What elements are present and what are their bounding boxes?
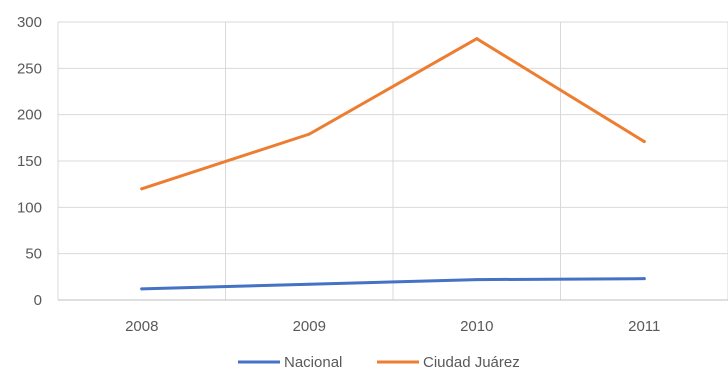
x-tick-label: 2010 — [460, 318, 493, 335]
y-tick-label: 50 — [25, 246, 42, 263]
x-tick-label: 2009 — [293, 318, 326, 335]
y-tick-label: 100 — [17, 199, 42, 216]
series-line-1 — [140, 37, 646, 191]
data-point — [475, 37, 479, 41]
legend-label: Ciudad Juárez — [423, 354, 520, 371]
data-point — [140, 187, 144, 191]
x-axis-ticks: 2008 2009 2010 2011 — [125, 318, 660, 335]
y-axis-ticks: 0 50 100 150 200 250 300 — [17, 14, 42, 309]
x-tick-label: 2011 — [628, 318, 660, 335]
data-point — [307, 132, 311, 136]
series-line-0 — [140, 277, 646, 291]
data-point — [475, 278, 479, 282]
data-point — [140, 287, 144, 291]
y-tick-label: 300 — [17, 14, 42, 31]
y-tick-label: 0 — [34, 292, 42, 309]
y-tick-label: 200 — [17, 107, 42, 124]
data-point — [642, 140, 646, 144]
legend-label: Nacional — [284, 354, 342, 371]
legend: Nacional Ciudad Juárez — [238, 354, 520, 371]
series-layer — [140, 37, 646, 291]
x-tick-label: 2008 — [125, 318, 158, 335]
y-tick-label: 250 — [17, 60, 42, 77]
y-tick-label: 150 — [17, 153, 42, 170]
data-point — [642, 277, 646, 281]
grid-layer — [57, 21, 728, 301]
data-point — [307, 282, 311, 286]
